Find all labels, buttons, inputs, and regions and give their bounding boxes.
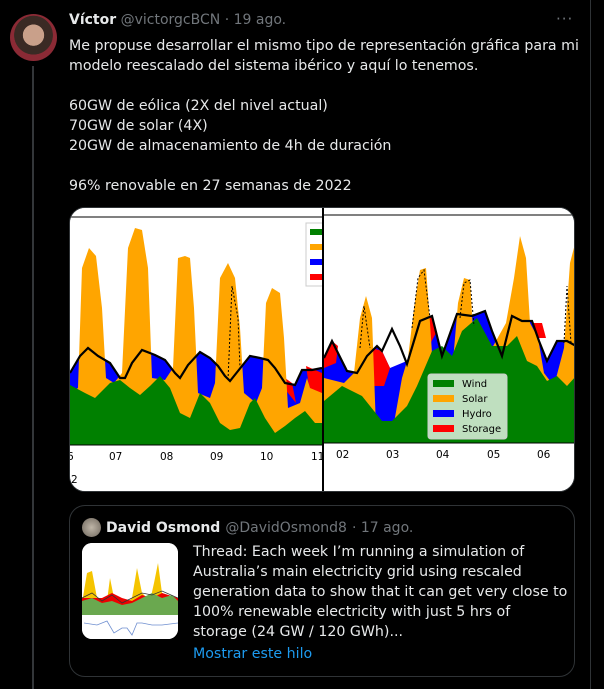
tick-label: 04 <box>436 449 450 461</box>
tick-label: 11 <box>311 451 322 463</box>
quote-header: David Osmond @DavidOsmond8 · 17 ago. <box>82 518 413 537</box>
chart-left: 6 07 08 09 10 11 2 <box>70 208 322 491</box>
quote-thumbnail <box>82 543 178 639</box>
tweet-text: Me propuse desarrollar el mismo tipo de … <box>69 38 579 194</box>
quote-text: Thread: Each week I’m running a simulati… <box>193 544 568 640</box>
tick-label: 05 <box>487 449 500 461</box>
year-label: 2 <box>71 474 78 486</box>
tick-label: 07 <box>109 451 122 463</box>
image-divider <box>322 208 324 491</box>
tick-label: 02 <box>336 449 349 461</box>
chart-right: Wind Solar Hydro Storage 02 03 04 05 06 <box>324 208 574 491</box>
gap-white <box>382 329 414 368</box>
tick-label: 09 <box>210 451 223 463</box>
tweet-media[interactable]: 6 07 08 09 10 11 2 Wind Solar Hydr <box>69 207 575 492</box>
quote-author-name: David Osmond <box>106 519 221 536</box>
legend-hydro: Hydro <box>462 409 492 420</box>
tick-label: 03 <box>386 449 399 461</box>
show-thread-link[interactable]: Mostrar este hilo <box>193 646 313 662</box>
legend: Wind Solar Hydro Storage <box>427 373 508 440</box>
storage-area <box>372 348 390 386</box>
wind-area <box>70 376 322 445</box>
column-border <box>590 0 591 689</box>
dashed-line <box>563 285 572 344</box>
thread-line <box>32 66 34 689</box>
author-handle[interactable]: @victorgcBCN <box>120 12 221 28</box>
tweet-date[interactable]: · 19 ago. <box>224 12 287 28</box>
quoted-tweet[interactable]: David Osmond @DavidOsmond8 · 17 ago. Thr… <box>69 505 575 677</box>
legend-solar: Solar <box>462 394 488 405</box>
tick-label: 06 <box>537 449 551 461</box>
tick-label: 10 <box>260 451 273 463</box>
avatar[interactable] <box>10 14 57 61</box>
legend-box <box>305 222 322 287</box>
demand-line <box>70 346 322 387</box>
legend-wind: Wind <box>462 379 487 390</box>
dashed-line <box>411 268 431 329</box>
quote-handle: @DavidOsmond8 <box>225 519 347 536</box>
quote-date: · 17 ago. <box>351 519 414 536</box>
tick-label: 08 <box>160 451 173 463</box>
quote-avatar <box>82 518 101 537</box>
tweet-header: Víctor @victorgcBCN · 19 ago. <box>69 12 286 28</box>
tick-label: 6 <box>70 451 74 463</box>
more-horizontal-icon[interactable]: ··· <box>556 10 574 28</box>
author-name[interactable]: Víctor <box>69 12 117 28</box>
demand-line <box>324 309 574 375</box>
legend-storage: Storage <box>462 424 501 435</box>
dashed-line <box>459 279 475 327</box>
